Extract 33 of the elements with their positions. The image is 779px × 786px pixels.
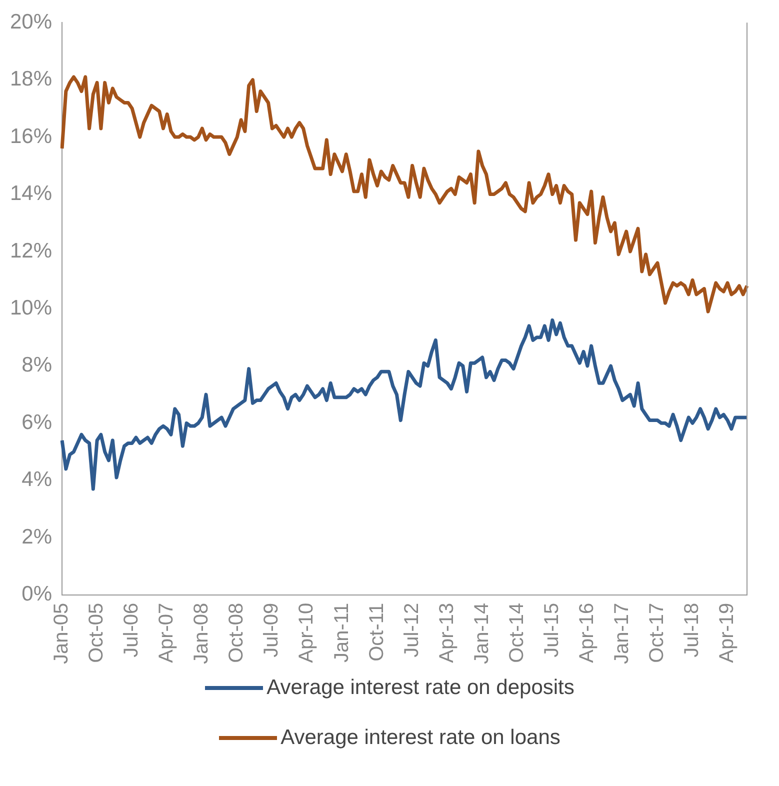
x-tick-label: Jan-14	[470, 602, 493, 664]
y-tick-label: 0%	[22, 582, 52, 606]
x-tick-label: Apr-19	[716, 602, 738, 663]
y-tick-label: 6%	[22, 410, 52, 434]
y-tick-label: 16%	[10, 124, 52, 148]
x-tick-label: Oct-14	[506, 602, 528, 663]
x-tick-label: Oct-08	[226, 602, 248, 663]
y-tick-label: 4%	[22, 468, 52, 492]
y-tick-label: 10%	[10, 296, 52, 320]
legend-label: Average interest rate on loans	[280, 726, 560, 750]
x-tick-label: Jul-12	[400, 602, 423, 658]
x-tick-label: Oct-11	[366, 602, 388, 662]
y-tick-label: 8%	[22, 354, 52, 377]
legend-label: Average interest rate on deposits	[266, 676, 574, 700]
x-tick-label: Oct-05	[86, 602, 108, 663]
x-tick-label: Jul-06	[120, 602, 143, 658]
x-tick-label: Jul-15	[540, 602, 563, 658]
x-tick-label: Jul-18	[681, 602, 704, 658]
y-tick-label: 14%	[10, 182, 52, 206]
x-tick-label: Apr-16	[576, 602, 598, 663]
x-tick-label: Apr-07	[156, 602, 178, 663]
x-tick-label: Apr-13	[436, 602, 458, 663]
x-tick-label: Oct-17	[646, 602, 668, 663]
x-tick-label: Apr-10	[296, 602, 318, 663]
y-tick-label: 20%	[10, 10, 52, 34]
x-tick-label: Jan-05	[50, 602, 73, 664]
x-tick-label: Jan-11	[330, 602, 353, 663]
y-tick-label: 18%	[10, 68, 52, 91]
y-tick-label: 12%	[10, 239, 52, 262]
x-tick-label: Jan-08	[190, 602, 213, 664]
y-tick-label: 2%	[22, 525, 52, 548]
x-tick-label: Jul-09	[260, 602, 283, 658]
x-tick-label: Jan-17	[610, 602, 633, 664]
